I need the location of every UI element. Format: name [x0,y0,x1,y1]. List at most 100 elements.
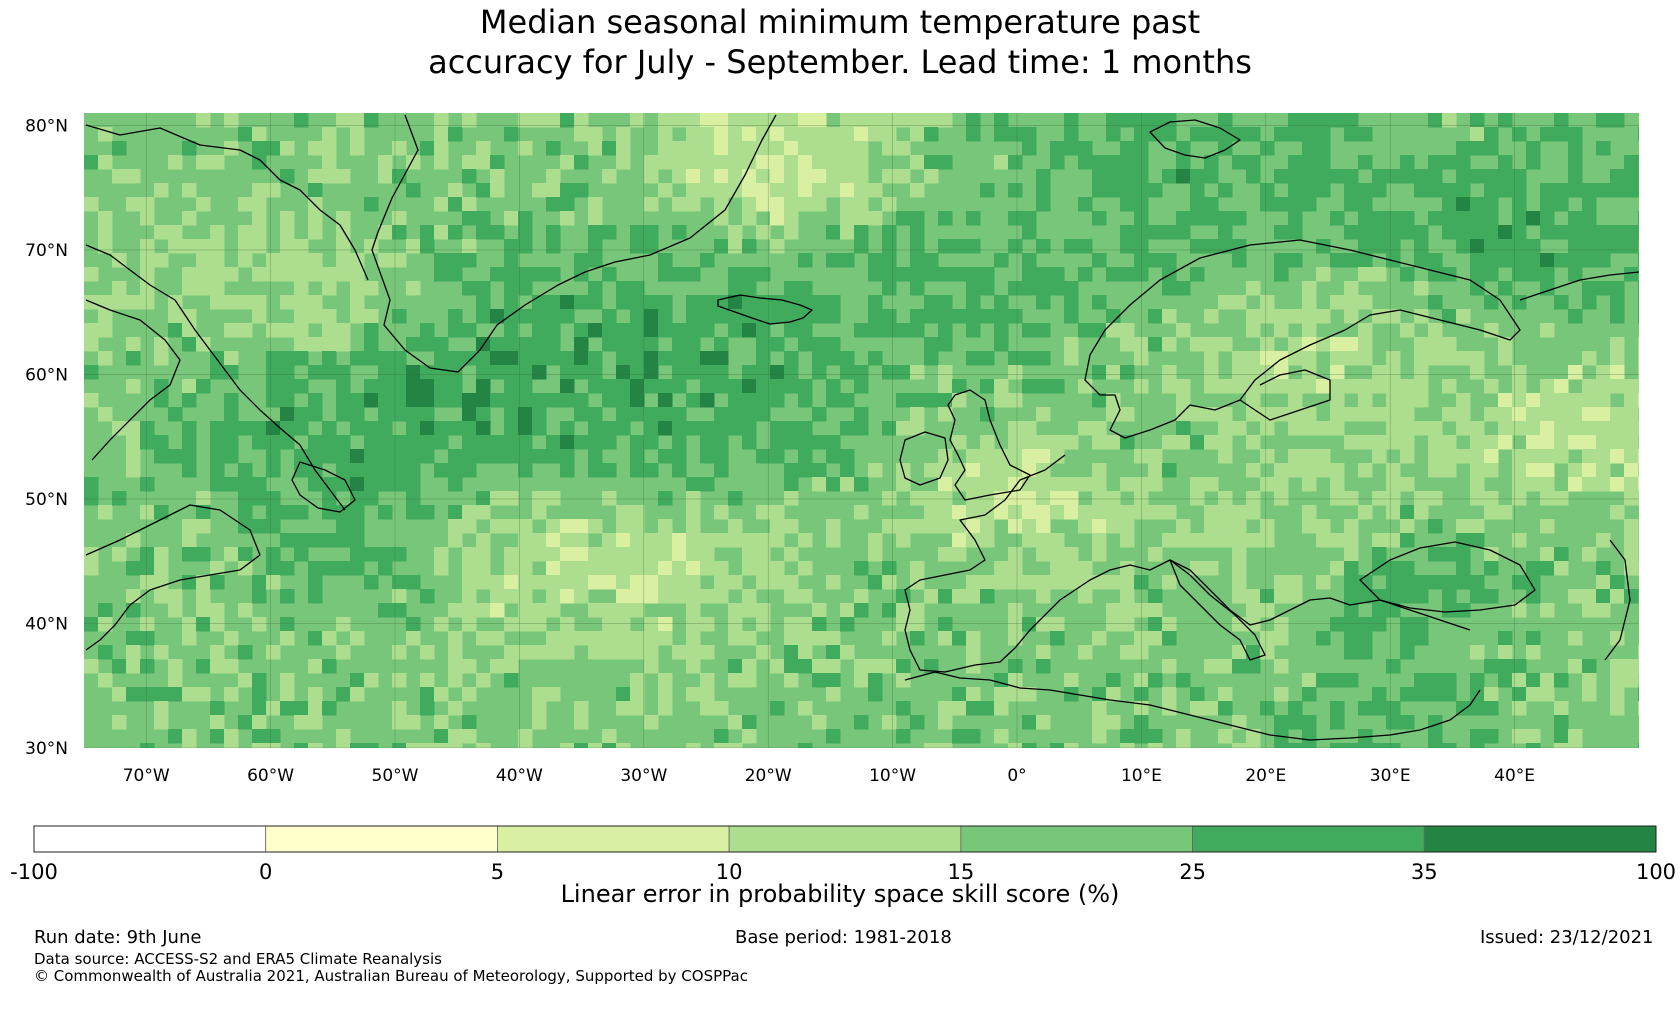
skill-cell [210,225,225,240]
skill-cell [700,295,715,310]
skill-cell [1372,687,1387,702]
skill-cell [672,645,687,660]
skill-cell [182,463,197,478]
skill-cell [434,561,449,576]
skill-cell [924,267,939,282]
skill-cell [252,617,267,632]
skill-cell [392,407,407,422]
skill-cell [560,113,575,128]
skill-cell [1008,673,1023,688]
skill-cell [714,729,729,744]
skill-cell [1162,533,1177,548]
skill-cell [1540,393,1555,408]
skill-cell [1582,547,1597,562]
skill-cell [924,295,939,310]
skill-cell [1568,477,1583,492]
skill-cell [1036,505,1051,520]
skill-cell [462,575,477,590]
skill-cell [322,141,337,156]
skill-cell [546,547,561,562]
skill-cell [770,659,785,674]
skill-cell [154,715,169,730]
skill-cell [168,239,183,254]
skill-cell [1246,281,1261,296]
skill-cell [1568,155,1583,170]
skill-cell [1442,351,1457,366]
skill-cell [966,631,981,646]
skill-cell [154,393,169,408]
skill-cell [616,323,631,338]
skill-cell [1638,463,1639,478]
skill-cell [1246,379,1261,394]
skill-cell [546,575,561,590]
skill-cell [1456,169,1471,184]
skill-cell [504,211,519,226]
skill-cell [1596,183,1611,198]
skill-cell [532,309,547,324]
latitude-label: 70°N [25,241,68,261]
skill-cell [1414,309,1429,324]
skill-cell [784,141,799,156]
skill-cell [1540,519,1555,534]
skill-cell [714,435,729,450]
skill-cell [266,351,281,366]
skill-cell [1470,435,1485,450]
skill-cell [1008,575,1023,590]
skill-cell [868,295,883,310]
skill-cell [602,603,617,618]
skill-cell [1638,281,1639,296]
issued-date: Issued: 23/12/2021 [1480,927,1654,948]
skill-cell [924,169,939,184]
skill-cell [1190,477,1205,492]
skill-cell [560,575,575,590]
skill-cell [350,533,365,548]
skill-cell [616,421,631,436]
skill-cell [504,547,519,562]
skill-cell [840,225,855,240]
skill-cell [1470,127,1485,142]
skill-cell [1498,113,1513,128]
skill-cell [602,743,617,748]
skill-cell [266,729,281,744]
skill-cell [1106,435,1121,450]
skill-cell [1414,379,1429,394]
skill-cell [896,141,911,156]
skill-cell [938,617,953,632]
skill-cell [840,169,855,184]
skill-cell [280,407,295,422]
skill-cell [1092,547,1107,562]
skill-cell [714,463,729,478]
skill-cell [462,393,477,408]
skill-cell [980,589,995,604]
skill-cell [728,421,743,436]
skill-cell [742,547,757,562]
coastline-great-britain [947,389,1031,501]
skill-cell [504,337,519,352]
skill-cell [1596,253,1611,268]
skill-cell [602,379,617,394]
skill-cell [686,519,701,534]
skill-cell [1120,323,1135,338]
skill-cell [1260,631,1275,646]
skill-cell [378,463,393,478]
skill-cell [714,379,729,394]
skill-cell [336,407,351,422]
skill-cell [1344,589,1359,604]
skill-cell [630,449,645,464]
skill-cell [518,729,533,744]
skill-cell [1456,183,1471,198]
skill-cell [1008,631,1023,646]
skill-cell [350,421,365,436]
skill-cell [112,421,127,436]
colorbar-tick-label: 25 [1179,860,1206,884]
skill-cell [1582,281,1597,296]
skill-cell [1428,295,1443,310]
longitude-label: 0° [1007,766,1026,786]
skill-cell [658,617,673,632]
skill-cell [784,421,799,436]
skill-cell [854,127,869,142]
skill-cell [210,239,225,254]
skill-cell [392,715,407,730]
skill-cell [938,477,953,492]
skill-cell [294,295,309,310]
